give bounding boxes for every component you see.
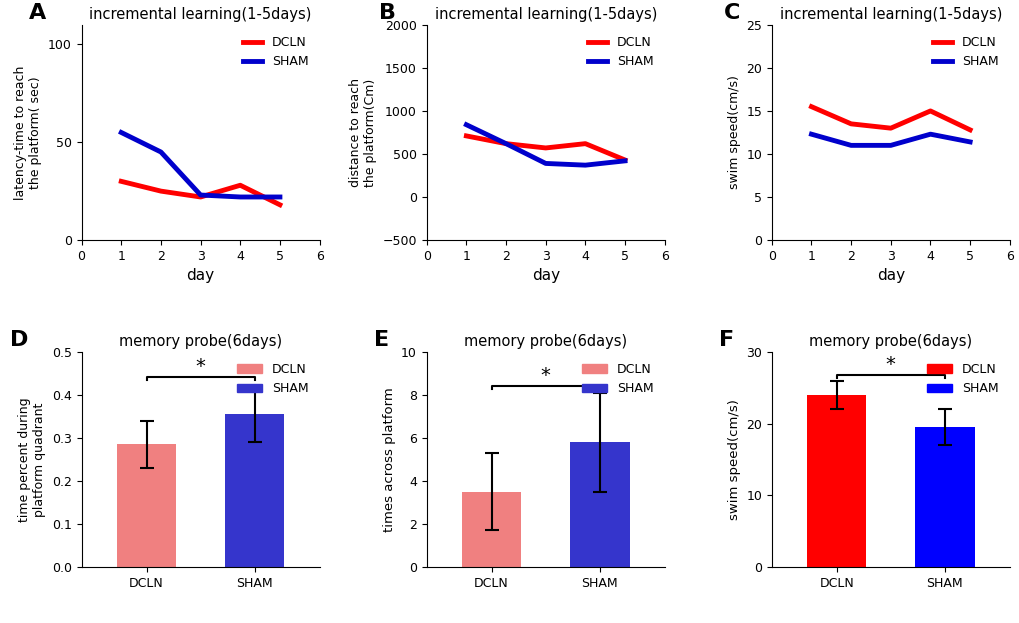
Title: memory probe(6days): memory probe(6days) xyxy=(119,335,282,350)
X-axis label: day: day xyxy=(876,269,904,283)
Y-axis label: distance to reach
the platform(Cm): distance to reach the platform(Cm) xyxy=(348,78,377,187)
Text: A: A xyxy=(30,3,47,24)
Y-axis label: swim speed(cm/s): swim speed(cm/s) xyxy=(727,75,740,189)
Title: incremental learning(1-5days): incremental learning(1-5days) xyxy=(779,7,1001,22)
Legend: DCLN, SHAM: DCLN, SHAM xyxy=(577,358,658,401)
Text: F: F xyxy=(718,330,734,350)
Bar xyxy=(914,427,974,567)
Title: incremental learning(1-5days): incremental learning(1-5days) xyxy=(434,7,656,22)
Legend: DCLN, SHAM: DCLN, SHAM xyxy=(237,31,313,74)
Text: *: * xyxy=(196,356,206,376)
Bar xyxy=(570,442,629,567)
Bar xyxy=(462,492,521,567)
X-axis label: day: day xyxy=(531,269,559,283)
Text: D: D xyxy=(10,330,29,350)
Legend: DCLN, SHAM: DCLN, SHAM xyxy=(927,31,1003,74)
Y-axis label: swim speed(cm/s): swim speed(cm/s) xyxy=(727,399,740,520)
Bar xyxy=(806,395,865,567)
Text: C: C xyxy=(723,3,740,24)
Title: memory probe(6days): memory probe(6days) xyxy=(808,335,971,350)
Y-axis label: latency-time to reach
the platform( sec): latency-time to reach the platform( sec) xyxy=(14,65,43,199)
Y-axis label: times across platform: times across platform xyxy=(382,387,395,532)
X-axis label: day: day xyxy=(186,269,214,283)
Bar xyxy=(225,414,284,567)
Text: *: * xyxy=(884,354,895,374)
Text: B: B xyxy=(379,3,395,24)
Y-axis label: time percent during
platform quadrant: time percent during platform quadrant xyxy=(18,397,46,521)
Text: *: * xyxy=(540,366,550,385)
Title: incremental learning(1-5days): incremental learning(1-5days) xyxy=(90,7,312,22)
Title: memory probe(6days): memory probe(6days) xyxy=(464,335,627,350)
Bar xyxy=(116,444,176,567)
Legend: DCLN, SHAM: DCLN, SHAM xyxy=(921,358,1003,401)
Legend: DCLN, SHAM: DCLN, SHAM xyxy=(583,31,658,74)
Text: E: E xyxy=(374,330,389,350)
Legend: DCLN, SHAM: DCLN, SHAM xyxy=(231,358,313,401)
